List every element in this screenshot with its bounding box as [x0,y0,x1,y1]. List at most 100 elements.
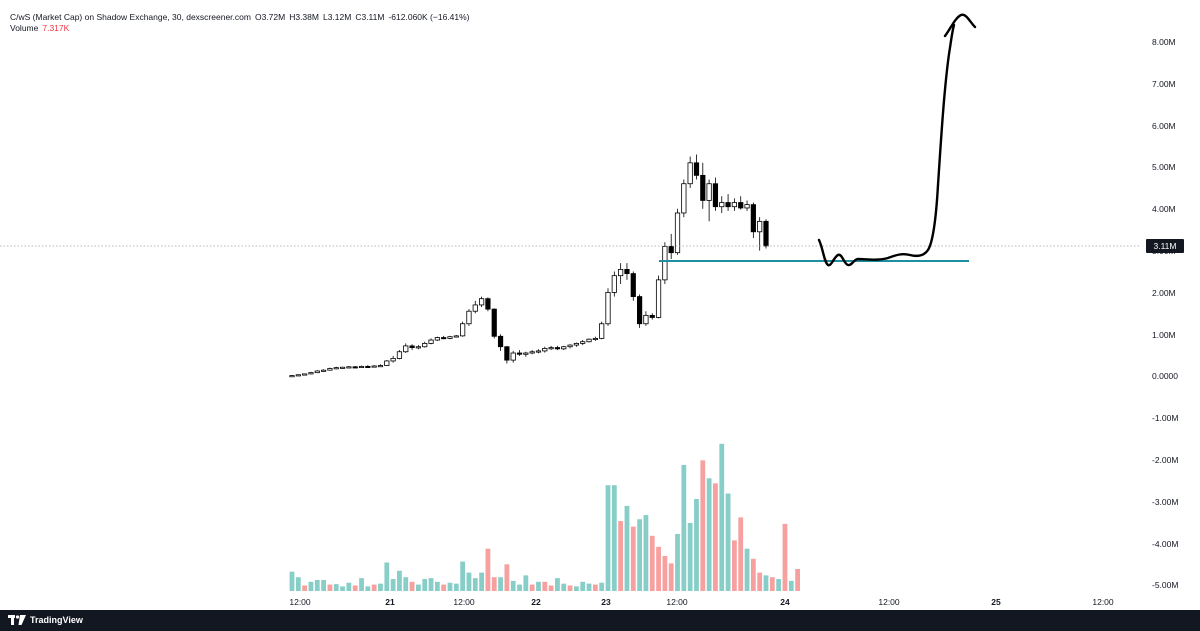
volume-bar-up [466,572,472,591]
candle-down [649,314,655,318]
candle-up [396,351,403,359]
volume-bar-up [479,572,484,591]
candle-up [618,269,624,277]
candle-down [624,269,630,274]
candle-up [719,202,725,208]
candle-down [554,347,561,350]
candle-up [333,367,339,370]
volume-bar-up [599,582,605,591]
candle-down [738,202,744,209]
volume-bar-up [624,505,630,591]
candle-up [447,336,453,339]
candle-up [327,368,333,371]
volume-bar-up [536,581,541,591]
candle-down [700,174,706,201]
volume-bar-down [567,585,573,591]
time-tick: 23 [601,597,611,607]
volume-label[interactable]: Volume [10,23,39,33]
candle-up [529,351,535,354]
candle-up [358,365,365,368]
volume-bar-down [592,584,598,591]
candle-up [586,338,592,343]
volume-bar-up [675,533,680,591]
candle-down [485,298,491,310]
volume-bar-up [333,584,339,591]
close-value: C3.11M [355,12,385,22]
volume-bar-up [763,575,769,591]
chart-canvas[interactable] [0,0,1200,610]
current-price-tag: 3.11M [1146,239,1184,253]
volume-bar-down [662,556,668,591]
candle-up [523,352,529,355]
volume-bar-up [416,584,421,591]
tradingview-logo[interactable]: TradingView [8,615,83,625]
price-tick: -1.00M [1152,413,1179,424]
candle-up [371,365,377,368]
candle-up [561,346,567,350]
volume-bar-down [504,564,510,591]
change-value: -612.060K (−16.41%) [388,12,470,22]
price-tick: -4.00M [1152,538,1179,549]
volume-bar-up [397,570,402,591]
candle-up [403,345,409,353]
volume-bar-down [529,584,535,591]
time-tick: 24 [780,597,790,607]
candle-up [706,183,712,201]
price-tick: -5.00M [1152,580,1179,591]
price-tick: 5.00M [1152,162,1176,173]
candle-down [516,352,523,355]
candle-down [630,273,636,297]
volume-bar-down [649,535,655,591]
volume-bar-up [390,579,396,591]
volume-bar-up [365,586,371,591]
volume-value: 7.317K [42,23,70,33]
candle-up [377,365,384,368]
candle-up [599,323,605,339]
volume-bar-up [378,583,383,591]
low-value: L3.12M [322,12,352,22]
volume-bar-down [668,563,674,591]
candle-down [712,183,719,208]
volume-bar-up [788,580,794,591]
candle-up [346,366,352,369]
price-tick: -3.00M [1152,496,1179,507]
time-tick: 21 [385,597,395,607]
price-tick: 1.00M [1152,329,1176,340]
volume-bar-up [384,562,390,591]
volume-bar-down [782,523,788,591]
symbol-title[interactable]: C/wS (Market Cap) on Shadow Exchange, 30… [10,12,251,22]
candle-up [460,323,466,337]
volume-bar-down [302,585,308,591]
volume-bar-down [352,585,358,591]
candle-up [580,341,586,344]
volume-bar-up [605,485,611,591]
price-tick: 6.00M [1152,120,1176,131]
candle-up [453,335,459,338]
volume-bar-down [738,517,744,591]
volume-bar-down [713,483,718,591]
time-tick: 12:00 [289,597,311,607]
candle-down [365,365,371,368]
volume-layer [289,443,800,591]
candle-up [548,347,554,350]
hand-drawn-projection [817,13,977,267]
volume-bar-up [498,577,503,591]
volume-bar-down [618,521,624,591]
candle-up [542,348,548,352]
volume-bar-up [611,485,617,591]
volume-bar-up [694,499,699,591]
price-tick: 0.0000 [1152,371,1178,382]
volume-bar-up [687,522,693,591]
price-tick: 7.00M [1152,78,1176,89]
volume-bar-up [555,578,560,591]
candle-down [725,202,731,208]
candle-up [308,372,314,375]
candle-up [535,350,542,353]
candle-up [687,162,693,185]
candle-down [637,296,643,325]
time-tick: 22 [531,597,541,607]
candle-down [750,204,756,233]
candle-up [573,342,580,346]
volume-bar-up [776,579,782,591]
